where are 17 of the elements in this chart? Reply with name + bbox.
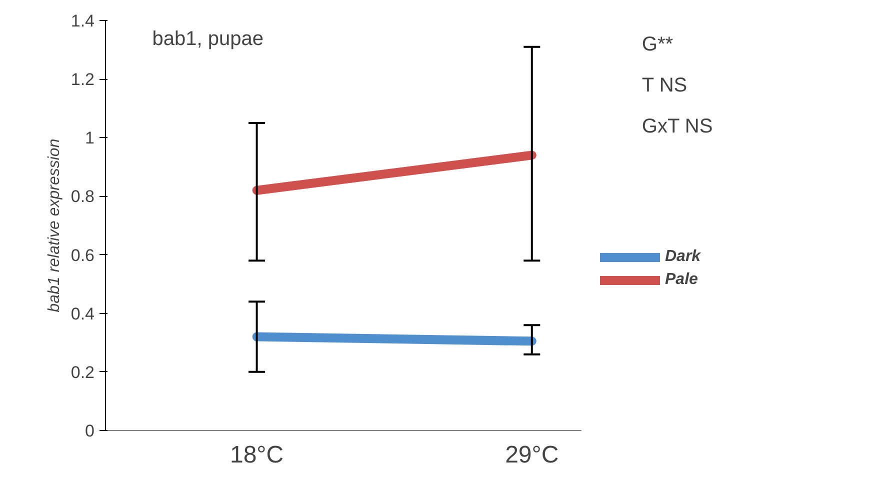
y-tick-label: 0.8 xyxy=(70,187,95,206)
y-tick-label: 0.6 xyxy=(70,246,95,265)
annotation: bab1, pupae xyxy=(152,28,264,50)
text: T NS xyxy=(642,74,688,97)
y-tick-label: 1.2 xyxy=(70,70,95,90)
text: GxT NS xyxy=(642,116,713,138)
legend-label: Pale xyxy=(665,271,698,289)
text: G** xyxy=(642,34,674,56)
y-tick-label: 0 xyxy=(85,422,95,440)
x-tick-label: 29°C xyxy=(505,442,559,468)
y-axis-title: bab1 relative expression xyxy=(46,138,63,312)
y-tick-label: 1.4 xyxy=(70,12,95,30)
x-tick-label: 18°C xyxy=(230,442,284,468)
y-tick-label: 0.2 xyxy=(70,362,95,382)
y-tick-label: 1 xyxy=(85,128,95,148)
legend-label: Dark xyxy=(665,248,701,266)
y-tick-label: 0.4 xyxy=(70,304,95,324)
